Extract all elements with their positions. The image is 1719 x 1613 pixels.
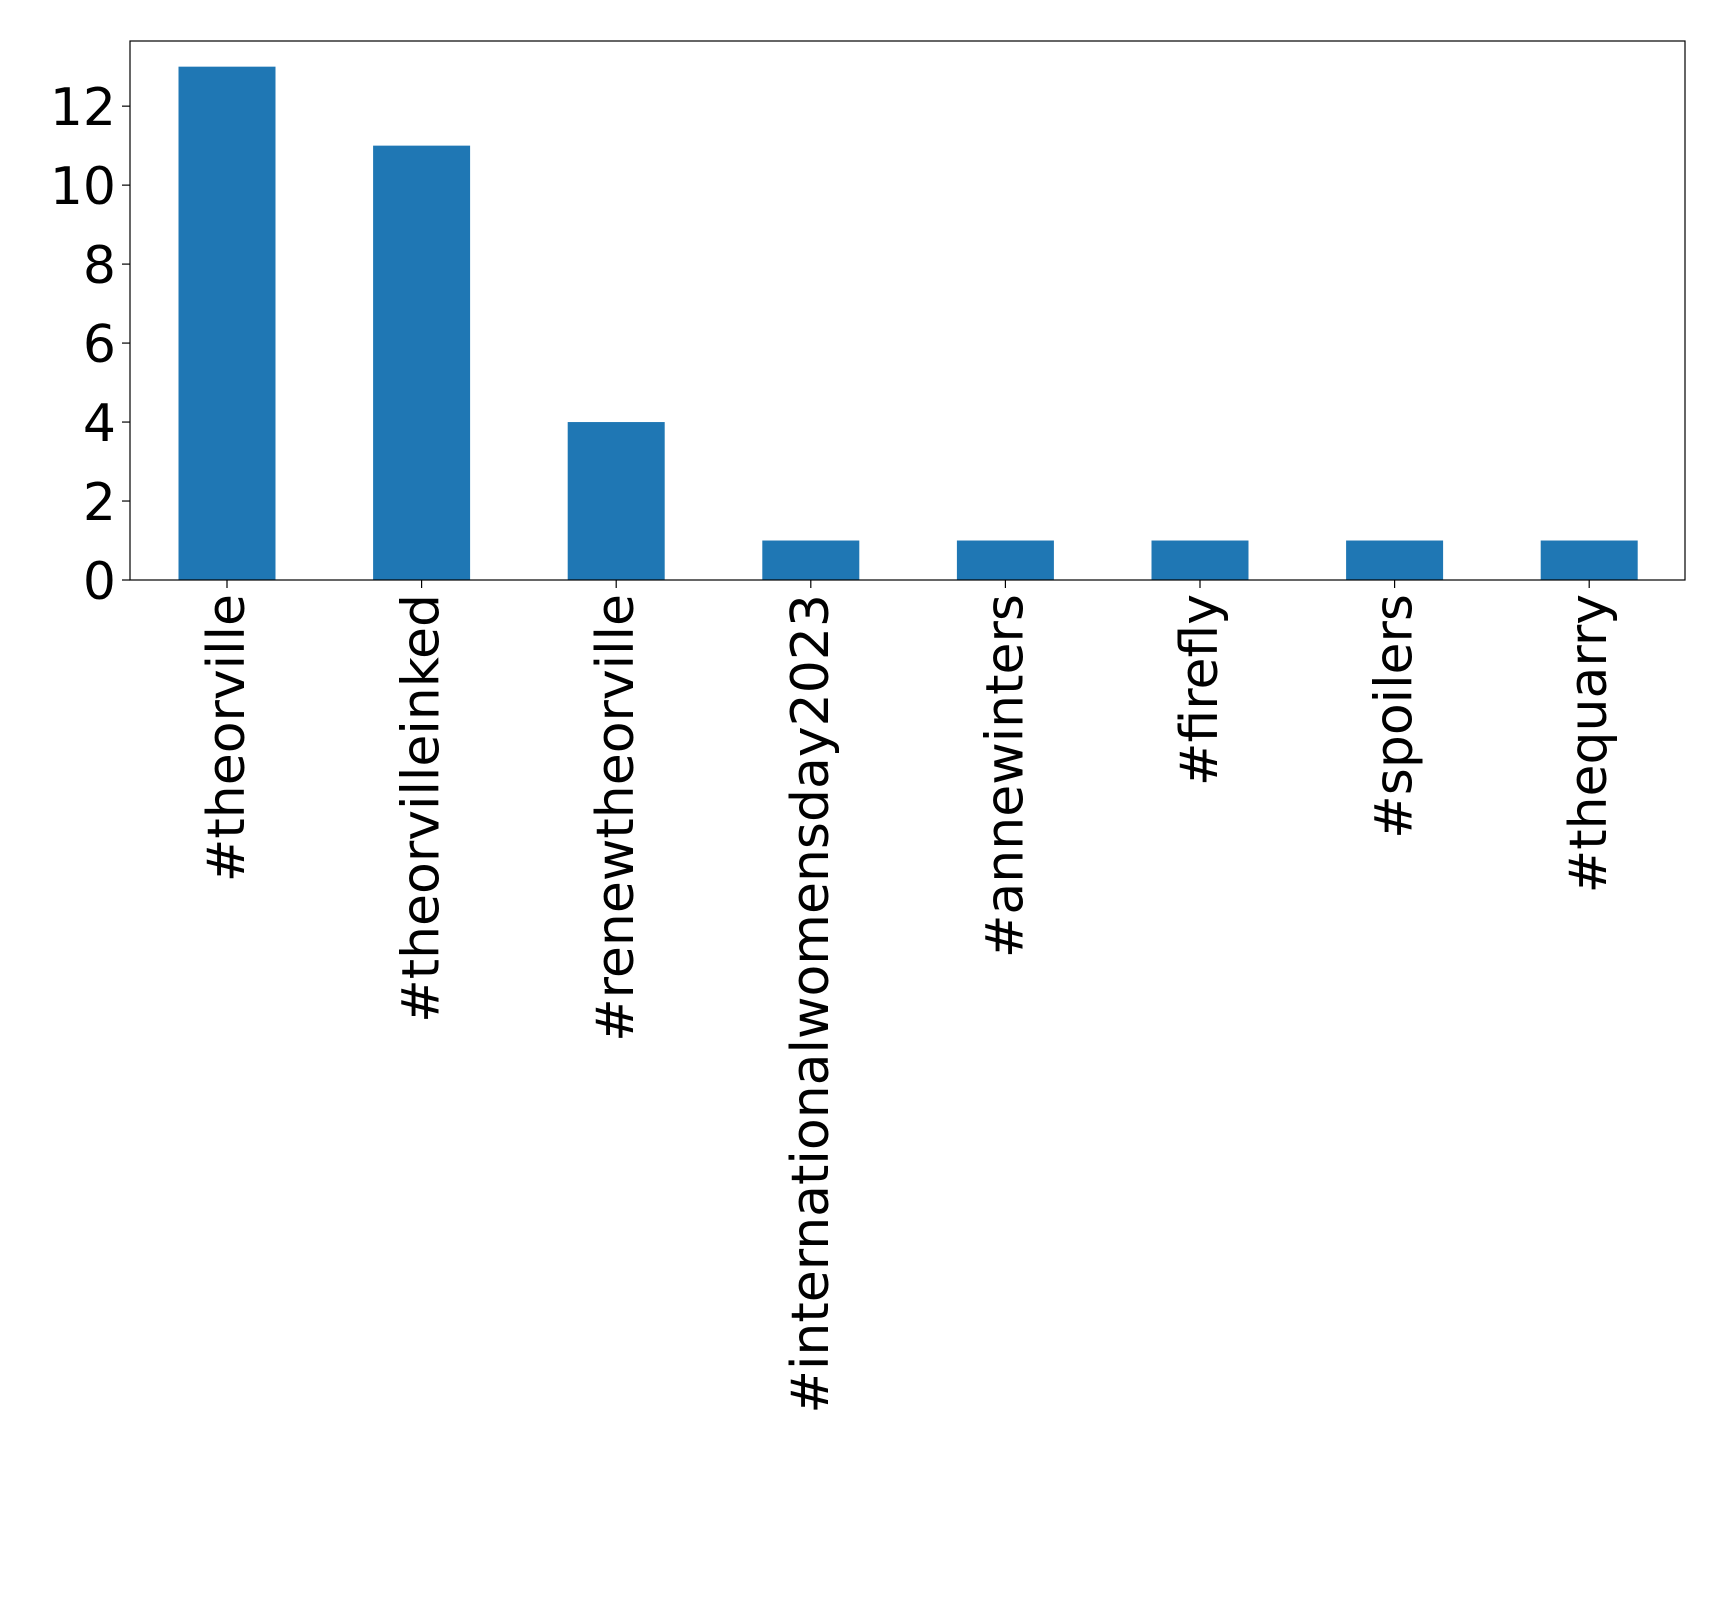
y-tick-label: 12 — [50, 78, 116, 138]
bar — [373, 145, 471, 580]
y-tick-label: 6 — [83, 315, 116, 375]
x-tick-label: #theorville — [197, 594, 257, 882]
x-tick-label: #annewinters — [975, 594, 1035, 958]
y-tick-label: 4 — [83, 394, 116, 454]
bars-group — [178, 66, 1638, 580]
x-tick-label: #spoilers — [1365, 594, 1425, 839]
y-tick-label: 8 — [83, 236, 116, 296]
x-tick-label: #internationalwomensday2023 — [781, 594, 841, 1414]
bar — [567, 422, 665, 580]
bar — [178, 66, 276, 580]
bar — [956, 540, 1054, 580]
bar — [762, 540, 860, 580]
y-tick-label: 0 — [83, 552, 116, 612]
bar — [1151, 540, 1249, 580]
x-tick-label: #firefly — [1170, 594, 1230, 786]
bar — [1540, 540, 1638, 580]
bar — [1346, 540, 1444, 580]
y-tick-label: 2 — [83, 473, 116, 533]
x-tick-label: #renewtheorville — [586, 594, 646, 1042]
axes-frame — [129, 40, 1686, 581]
y-axis: 0 2 4 6 8 10 12 — [50, 78, 130, 612]
x-tick-label: #thequarry — [1559, 594, 1619, 893]
x-tick-label: #theorvilleinked — [392, 594, 452, 1023]
y-tick-label: 10 — [50, 157, 116, 217]
x-axis: #theorville #theorvilleinked #renewtheorvi… — [197, 580, 1619, 1414]
